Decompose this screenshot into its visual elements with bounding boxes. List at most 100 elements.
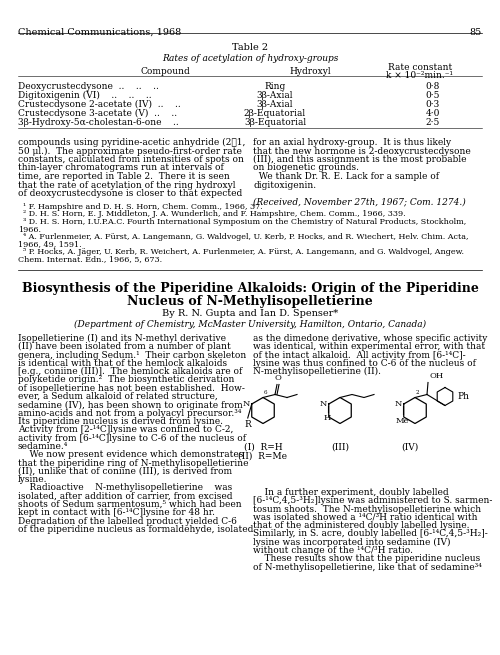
Text: amino-acids and not from a polyacyl precursor.³⁴: amino-acids and not from a polyacyl prec…	[18, 409, 242, 418]
Text: without change of the ¹⁴C/³H ratio.: without change of the ¹⁴C/³H ratio.	[253, 546, 413, 555]
Text: (II), unlike that of coniine (III), is derived from: (II), unlike that of coniine (III), is d…	[18, 467, 232, 476]
Text: We thank Dr. R. E. Lack for a sample of: We thank Dr. R. E. Lack for a sample of	[253, 172, 439, 181]
Text: constants, calculated from intensities of spots on: constants, calculated from intensities o…	[18, 155, 244, 164]
Text: digitoxigenin.: digitoxigenin.	[253, 181, 316, 189]
Text: Rate constant: Rate constant	[388, 63, 452, 72]
Text: These results show that the piperidine nucleus: These results show that the piperidine n…	[253, 554, 480, 563]
Text: (IV): (IV)	[402, 443, 418, 451]
Text: 3β-Axial: 3β-Axial	[257, 91, 293, 100]
Text: Crustecdysone 3-acetate (V)  ..    ..: Crustecdysone 3-acetate (V) .. ..	[18, 109, 177, 118]
Text: as the dimedone derivative, whose specific activity: as the dimedone derivative, whose specif…	[253, 334, 488, 343]
Text: is identical with that of the hemlock alkaloids: is identical with that of the hemlock al…	[18, 359, 227, 368]
Text: In a further experiment, doubly labelled: In a further experiment, doubly labelled	[253, 488, 448, 497]
Text: of the intact alkaloid.  All activity from [6-¹⁴C]-: of the intact alkaloid. All activity fro…	[253, 350, 466, 360]
Text: Deoxycrustecdysone  ..    ..    ..: Deoxycrustecdysone .. .. ..	[18, 82, 159, 91]
Text: k × 10⁻²min.⁻¹: k × 10⁻²min.⁻¹	[386, 71, 454, 80]
Text: on biogenetic grounds.: on biogenetic grounds.	[253, 164, 359, 172]
Text: that the rate of acetylation of the ring hydroxyl: that the rate of acetylation of the ring…	[18, 181, 236, 189]
Text: Table 2: Table 2	[232, 43, 268, 52]
Text: OH: OH	[429, 373, 444, 381]
Text: N: N	[242, 400, 250, 408]
Text: 3β-Equatorial: 3β-Equatorial	[244, 118, 306, 127]
Text: Hydroxyl: Hydroxyl	[289, 67, 331, 76]
Text: lysine was thus confined to C-6 of the nucleus of: lysine was thus confined to C-6 of the n…	[253, 359, 476, 368]
Text: that the piperidine ring of N-methylisopelletierine: that the piperidine ring of N-methylisop…	[18, 458, 248, 468]
Text: sedamine.⁴: sedamine.⁴	[18, 442, 68, 451]
Text: 85: 85	[470, 28, 482, 37]
Text: 2·5: 2·5	[426, 118, 440, 127]
Text: 6: 6	[264, 390, 268, 394]
Text: for an axial hydroxy-group.  It is thus likely: for an axial hydroxy-group. It is thus l…	[253, 138, 451, 147]
Text: ¹ F. Hampshire and D. H. S. Horn, Chem. Comm., 1966, 37.: ¹ F. Hampshire and D. H. S. Horn, Chem. …	[18, 203, 262, 211]
Text: was isolated showed a ¹⁴C/³H ratio identical with: was isolated showed a ¹⁴C/³H ratio ident…	[253, 513, 478, 522]
Text: (II) have been isolated from a number of plant: (II) have been isolated from a number of…	[18, 343, 231, 352]
Text: ⁵ P. Hocks, A. Jäger, U. Kerb, R. Weichert, A. Furlenmeier, A. Fürst, A. Langema: ⁵ P. Hocks, A. Jäger, U. Kerb, R. Weiche…	[18, 248, 464, 256]
Text: isolated, after addition of carrier, from excised: isolated, after addition of carrier, fro…	[18, 492, 233, 500]
Text: activity from [6-¹⁴C]lysine to C-6 of the nucleus of: activity from [6-¹⁴C]lysine to C-6 of th…	[18, 434, 246, 443]
Text: that the new hormone is 2-deoxycrustecdysone: that the new hormone is 2-deoxycrustecdy…	[253, 147, 471, 155]
Text: sedamine (IV), has been shown to originate from: sedamine (IV), has been shown to origina…	[18, 400, 243, 409]
Text: Digitoxigenin (VI)    ..    ..    ..: Digitoxigenin (VI) .. .. ..	[18, 91, 152, 100]
Text: (III), and this assignment is the most probable: (III), and this assignment is the most p…	[253, 155, 466, 164]
Text: 1966.: 1966.	[18, 225, 41, 233]
Text: (I)  R=H: (I) R=H	[244, 443, 282, 451]
Text: Radioactive    N-methylisopelletierine    was: Radioactive N-methylisopelletierine was	[18, 483, 232, 493]
Text: thin-layer chromatograms run at intervals of: thin-layer chromatograms run at interval…	[18, 164, 224, 172]
Text: Activity from [2-¹⁴C]lysine was confined to C-2,: Activity from [2-¹⁴C]lysine was confined…	[18, 425, 234, 434]
Text: Compound: Compound	[140, 67, 190, 76]
Text: (III): (III)	[331, 443, 349, 451]
Text: By R. N. Gupta and Ian D. Spenser*: By R. N. Gupta and Ian D. Spenser*	[162, 309, 338, 318]
Text: genera, including Sedum.¹  Their carbon skeleton: genera, including Sedum.¹ Their carbon s…	[18, 350, 246, 360]
Text: Similarly, in S. acre, doubly labelled [6-¹⁴C,4,5-³H₂]-: Similarly, in S. acre, doubly labelled […	[253, 529, 488, 538]
Text: 3β-Hydroxy-5α-cholestan-6-one    ..: 3β-Hydroxy-5α-cholestan-6-one ..	[18, 118, 179, 127]
Text: ever, a Sedum alkaloid of related structure,: ever, a Sedum alkaloid of related struct…	[18, 392, 218, 401]
Text: was identical, within experimental error, with that: was identical, within experimental error…	[253, 343, 485, 351]
Text: 50 μl.).  The approximate pseudo-first-order rate: 50 μl.). The approximate pseudo-first-or…	[18, 147, 242, 156]
Text: lysine.: lysine.	[18, 475, 48, 484]
Text: 2: 2	[416, 390, 420, 394]
Text: Degradation of the labelled product yielded C-6: Degradation of the labelled product yiel…	[18, 517, 237, 525]
Text: 0·3: 0·3	[426, 100, 440, 109]
Text: Rates of acetylation of hydroxy-groups: Rates of acetylation of hydroxy-groups	[162, 54, 338, 63]
Text: tosum shoots.  The N-methylisopelletierine which: tosum shoots. The N-methylisopelletierin…	[253, 504, 481, 514]
Text: Its piperidine nucleus is derived from lysine.: Its piperidine nucleus is derived from l…	[18, 417, 223, 426]
Text: 4·0: 4·0	[426, 109, 440, 118]
Text: lysine was incorporated into sedamine (IV): lysine was incorporated into sedamine (I…	[253, 538, 450, 547]
Text: of isopelletierine has not been established.  How-: of isopelletierine has not been establis…	[18, 384, 245, 393]
Text: (Department of Chemistry, McMaster University, Hamilton, Ontario, Canada): (Department of Chemistry, McMaster Unive…	[74, 320, 426, 329]
Text: O: O	[274, 373, 281, 381]
Text: Biosynthesis of the Piperidine Alkaloids: Origin of the Piperidine: Biosynthesis of the Piperidine Alkaloids…	[22, 282, 478, 295]
Text: (II)  R=Me: (II) R=Me	[238, 451, 288, 460]
Text: polyketide origin.²  The biosynthetic derivation: polyketide origin.² The biosynthetic der…	[18, 375, 234, 384]
Text: of N-methylisopelletierine, like that of sedamine³⁴: of N-methylisopelletierine, like that of…	[253, 563, 482, 572]
Text: ⁴ A. Furlenmeier, A. Fürst, A. Langemann, G. Waldvogel, U. Kerb, P. Hocks, and R: ⁴ A. Furlenmeier, A. Fürst, A. Langemann…	[18, 233, 468, 241]
Text: Ph: Ph	[457, 392, 469, 401]
Text: shoots of Sedum sarmentosum,⁵ which had been: shoots of Sedum sarmentosum,⁵ which had …	[18, 500, 242, 509]
Text: 3β-Axial: 3β-Axial	[257, 100, 293, 109]
Text: Crustecdysone 2-acetate (IV)  ..    ..: Crustecdysone 2-acetate (IV) .. ..	[18, 100, 181, 109]
Text: Isopelletierine (I) and its N-methyl derivative: Isopelletierine (I) and its N-methyl der…	[18, 334, 226, 343]
Text: Chem. Internat. Edn., 1966, 5, 673.: Chem. Internat. Edn., 1966, 5, 673.	[18, 255, 162, 263]
Text: time, are reported in Table 2.  There it is seen: time, are reported in Table 2. There it …	[18, 172, 230, 181]
Text: Me: Me	[396, 417, 409, 425]
Text: We now present evidence which demonstrates: We now present evidence which demonstrat…	[18, 450, 244, 459]
Text: ³ D. H. S. Horn, I.U.P.A.C. Fourth International Symposium on the Chemistry of N: ³ D. H. S. Horn, I.U.P.A.C. Fourth Inter…	[18, 218, 466, 226]
Text: (Received, November 27th, 1967; Com. 1274.): (Received, November 27th, 1967; Com. 127…	[253, 198, 466, 206]
Text: N-methylisopelletierine (II).: N-methylisopelletierine (II).	[253, 367, 381, 377]
Text: 0·5: 0·5	[426, 91, 440, 100]
Text: compounds using pyridine-acetic anhydride (2∶1,: compounds using pyridine-acetic anhydrid…	[18, 138, 246, 147]
Text: Ring: Ring	[264, 82, 285, 91]
Text: H: H	[323, 414, 330, 422]
Text: N: N	[394, 400, 402, 408]
Text: [e.g., coniine (III)].  The hemlock alkaloids are of: [e.g., coniine (III)]. The hemlock alkal…	[18, 367, 242, 377]
Text: 0·8: 0·8	[426, 82, 440, 91]
Text: [6-¹⁴C,4,5-³H₂]lysine was administered to S. sarmen-: [6-¹⁴C,4,5-³H₂]lysine was administered t…	[253, 496, 492, 505]
Text: of the piperidine nucleus as formaldehyde, isolated: of the piperidine nucleus as formaldehyd…	[18, 525, 254, 534]
Text: Nucleus of N-Methylisopelletierine: Nucleus of N-Methylisopelletierine	[127, 295, 373, 308]
Text: 1966, 49, 1591.: 1966, 49, 1591.	[18, 240, 82, 248]
Text: of deoxycrustecdysone is closer to that expected: of deoxycrustecdysone is closer to that …	[18, 189, 242, 198]
Text: R: R	[244, 420, 251, 429]
Text: that of the administered doubly labelled lysine.: that of the administered doubly labelled…	[253, 521, 470, 530]
Text: 2β-Equatorial: 2β-Equatorial	[244, 109, 306, 118]
Text: ² D. H. S. Horn, E. J. Middleton, J. A. Wunderlich, and F. Hampshire, Chem. Comm: ² D. H. S. Horn, E. J. Middleton, J. A. …	[18, 210, 406, 219]
